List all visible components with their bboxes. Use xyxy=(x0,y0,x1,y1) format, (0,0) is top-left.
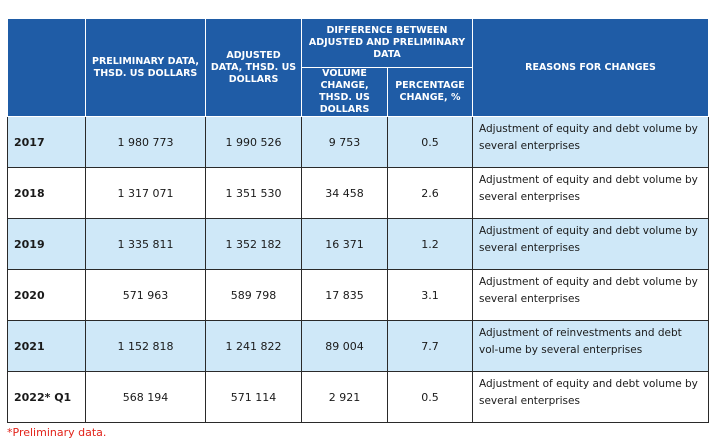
cell-preliminary: 571 963 xyxy=(85,269,206,321)
cell-reason: Adjustment of equity and debt volume by … xyxy=(472,218,709,270)
cell-year: 2020 xyxy=(7,269,86,321)
header-year xyxy=(7,18,86,117)
cell-adjusted: 1 241 822 xyxy=(205,320,302,372)
cell-reason: Adjustment of reinvestments and debt vol… xyxy=(472,320,709,372)
cell-year: 2017 xyxy=(7,116,86,168)
adjustments-table: PRELIMINARY DATA, THSD. US DOLLARS ADJUS… xyxy=(7,18,709,423)
cell-adjusted: 589 798 xyxy=(205,269,302,321)
cell-reason: Adjustment of equity and debt volume by … xyxy=(472,371,709,423)
cell-volume-change: 2 921 xyxy=(301,371,388,423)
table-row: 2021 1 152 818 1 241 822 89 004 7.7 Adju… xyxy=(7,320,709,372)
cell-percentage-change: 2.6 xyxy=(387,167,473,219)
header-difference: DIFFERENCE BETWEEN ADJUSTED AND PRELIMIN… xyxy=(301,18,473,68)
cell-volume-change: 9 753 xyxy=(301,116,388,168)
cell-adjusted: 1 990 526 xyxy=(205,116,302,168)
cell-percentage-change: 0.5 xyxy=(387,371,473,423)
header-preliminary: PRELIMINARY DATA, THSD. US DOLLARS xyxy=(85,18,206,117)
cell-year: 2019 xyxy=(7,218,86,270)
table-row: 2019 1 335 811 1 352 182 16 371 1.2 Adju… xyxy=(7,218,709,270)
header-reasons: REASONS FOR CHANGES xyxy=(472,18,709,117)
cell-volume-change: 34 458 xyxy=(301,167,388,219)
cell-year: 2022* Q1 xyxy=(7,371,86,423)
cell-preliminary: 568 194 xyxy=(85,371,206,423)
table-row: 2020 571 963 589 798 17 835 3.1 Adjustme… xyxy=(7,269,709,321)
cell-reason: Adjustment of equity and debt volume by … xyxy=(472,167,709,219)
cell-year: 2018 xyxy=(7,167,86,219)
cell-adjusted: 571 114 xyxy=(205,371,302,423)
cell-percentage-change: 0.5 xyxy=(387,116,473,168)
cell-volume-change: 17 835 xyxy=(301,269,388,321)
cell-adjusted: 1 352 182 xyxy=(205,218,302,270)
cell-volume-change: 89 004 xyxy=(301,320,388,372)
cell-volume-change: 16 371 xyxy=(301,218,388,270)
cell-reason: Adjustment of equity and debt volume by … xyxy=(472,269,709,321)
header-percentage-change: PERCENTAGE CHANGE, % xyxy=(387,67,473,117)
data-table-container: PRELIMINARY DATA, THSD. US DOLLARS ADJUS… xyxy=(7,18,709,423)
cell-percentage-change: 7.7 xyxy=(387,320,473,372)
cell-percentage-change: 3.1 xyxy=(387,269,473,321)
table-row: 2022* Q1 568 194 571 114 2 921 0.5 Adjus… xyxy=(7,371,709,423)
cell-preliminary: 1 335 811 xyxy=(85,218,206,270)
table-row: 2017 1 980 773 1 990 526 9 753 0.5 Adjus… xyxy=(7,116,709,168)
header-volume-change: VOLUME CHANGE, THSD. US DOLLARS xyxy=(301,67,388,117)
cell-preliminary: 1 980 773 xyxy=(85,116,206,168)
footnote: *Preliminary data. xyxy=(7,426,107,439)
cell-reason: Adjustment of equity and debt volume by … xyxy=(472,116,709,168)
cell-year: 2021 xyxy=(7,320,86,372)
cell-percentage-change: 1.2 xyxy=(387,218,473,270)
header-adjusted: ADJUSTED DATA, THSD. US DOLLARS xyxy=(205,18,302,117)
cell-preliminary: 1 152 818 xyxy=(85,320,206,372)
cell-preliminary: 1 317 071 xyxy=(85,167,206,219)
cell-adjusted: 1 351 530 xyxy=(205,167,302,219)
table-row: 2018 1 317 071 1 351 530 34 458 2.6 Adju… xyxy=(7,167,709,219)
